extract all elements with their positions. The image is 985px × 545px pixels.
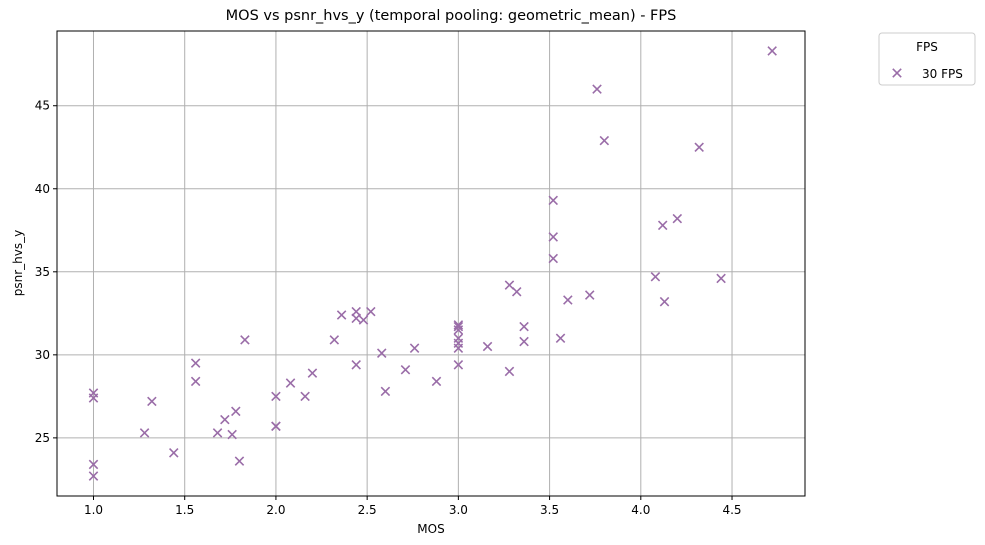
data-point [220, 414, 230, 425]
x-axis-ticks: 1.0 1.5 2.0 2.5 3.0 3.5 4.0 4.5 [84, 496, 742, 517]
data-point [563, 295, 573, 305]
y-axis-ticks: 25 30 35 40 45 [35, 99, 57, 445]
data-point [548, 195, 558, 206]
y-axis-label: psnr_hvs_y [11, 230, 25, 296]
x-tick-label: 4.5 [722, 503, 741, 517]
data-point [519, 321, 529, 332]
data-point [592, 84, 602, 94]
data-point [231, 406, 241, 417]
data-point [88, 459, 99, 470]
data-point [240, 335, 250, 345]
data-point [366, 306, 376, 317]
data-point [548, 253, 558, 264]
data-point [548, 232, 558, 242]
x-axis-label: MOS [417, 522, 444, 536]
data-point [657, 220, 668, 231]
data-point [351, 313, 361, 324]
data-point [271, 421, 281, 432]
data-point [555, 333, 566, 343]
data-point [672, 213, 683, 224]
data-point [147, 396, 157, 407]
y-tick-label: 45 [35, 99, 50, 113]
data-point [307, 368, 318, 378]
data-point [380, 386, 391, 397]
chart-title: MOS vs psnr_hvs_y (temporal pooling: geo… [226, 8, 677, 24]
legend-entry-label: 30 FPS [922, 67, 963, 81]
data-point [716, 273, 726, 284]
y-tick-label: 30 [35, 348, 50, 362]
data-point [767, 46, 777, 56]
x-tick-label: 1.0 [84, 503, 103, 517]
data-point [431, 376, 442, 387]
x-tick-label: 2.0 [266, 503, 285, 517]
data-point [168, 448, 179, 458]
data-point [139, 428, 150, 438]
x-tick-label: 2.5 [358, 503, 377, 517]
plot-frame [56, 30, 806, 497]
x-tick-label: 3.5 [540, 503, 559, 517]
y-tick-label: 40 [35, 182, 50, 196]
data-point [336, 310, 347, 320]
legend-marker-x [892, 68, 902, 78]
data-point [88, 471, 99, 481]
data-point [519, 336, 529, 347]
data-point [453, 343, 464, 353]
data-point [650, 272, 661, 282]
data-point [227, 429, 237, 440]
data-point [88, 393, 99, 403]
data-point [234, 456, 245, 466]
y-tick-label: 25 [35, 431, 50, 445]
data-point [659, 296, 670, 307]
data-point [351, 360, 361, 370]
data-point [190, 358, 201, 368]
data-point [599, 135, 610, 146]
legend: FPS 30 FPS [878, 32, 976, 86]
data-point [482, 341, 493, 352]
data-point [511, 286, 522, 297]
data-point [584, 290, 595, 300]
data-point [376, 348, 387, 358]
data-point [694, 142, 704, 153]
y-tick-label: 35 [35, 265, 50, 279]
x-tick-label: 4.0 [631, 503, 650, 517]
grid [57, 31, 805, 496]
data-point [285, 378, 296, 388]
data-point [329, 335, 340, 345]
data-point [271, 391, 281, 402]
data-point [453, 360, 464, 370]
data-point [453, 321, 464, 332]
data-point [409, 343, 420, 353]
data-point [453, 325, 464, 335]
data-point [190, 376, 201, 387]
x-tick-label: 1.5 [175, 503, 194, 517]
legend-title: FPS [916, 40, 938, 54]
legend-marker [892, 68, 902, 78]
legend-box [878, 32, 976, 86]
data-point [300, 391, 310, 402]
x-tick-label: 3.0 [449, 503, 468, 517]
data-point [400, 365, 411, 375]
data-point [212, 428, 223, 438]
data-point [504, 366, 515, 377]
data-points [88, 46, 777, 481]
data-point [358, 315, 369, 325]
